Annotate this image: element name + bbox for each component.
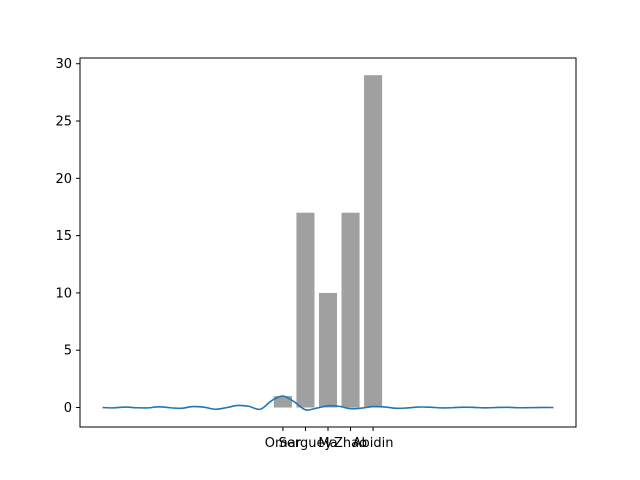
- y-tick-label: 5: [64, 344, 72, 359]
- bar: [318, 292, 338, 408]
- y-tick-label: 10: [55, 286, 72, 301]
- y-axis: 0 5 10 15 20 25 30: [55, 57, 80, 416]
- y-tick-label: 15: [55, 229, 72, 244]
- x-tick-label: Omar: [265, 436, 302, 451]
- y-tick-label: 30: [55, 57, 72, 72]
- y-tick-label: 20: [55, 172, 72, 187]
- bar: [341, 212, 360, 408]
- bar-group: [273, 75, 383, 408]
- x-tick-label: Ma: [318, 436, 337, 451]
- x-tick-label: Serguey: [279, 436, 333, 451]
- bar: [296, 212, 315, 408]
- bar: [364, 75, 383, 408]
- line-series: [102, 395, 554, 411]
- x-tick-label: Zhao: [334, 436, 367, 451]
- y-tick-label: 0: [64, 401, 72, 416]
- x-tick-label: Abidin: [353, 436, 394, 451]
- bar: [273, 396, 292, 408]
- y-tick-label: 25: [55, 115, 72, 130]
